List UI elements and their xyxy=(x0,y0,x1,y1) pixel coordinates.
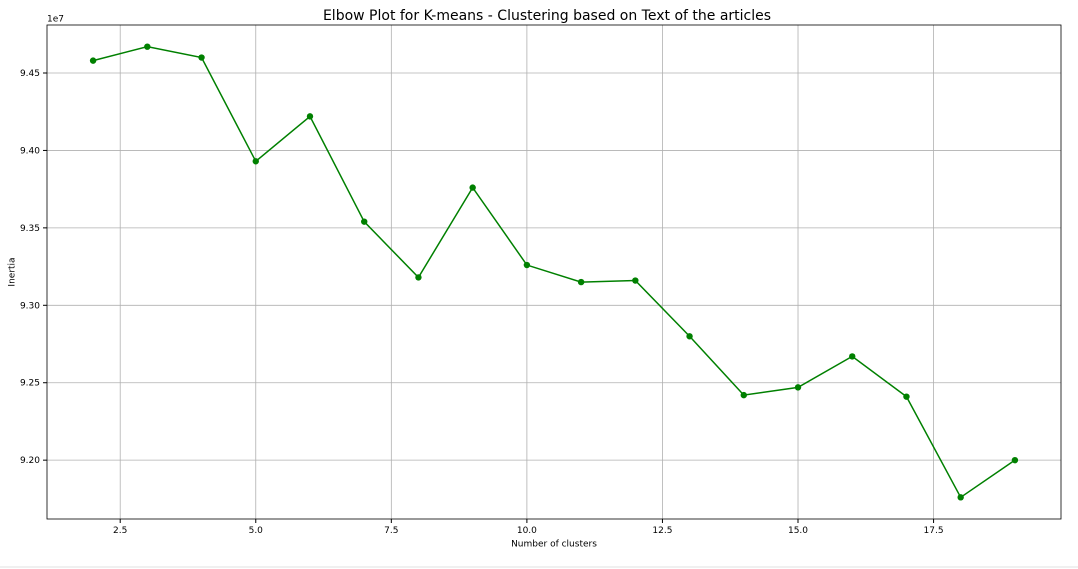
point xyxy=(740,391,747,399)
x-tick-label: 12.5 xyxy=(652,526,672,536)
y-tick-label: 9.40 xyxy=(20,146,40,156)
point xyxy=(469,184,476,191)
point xyxy=(1011,456,1019,464)
point xyxy=(523,261,531,269)
x-tick-label: 15.0 xyxy=(788,526,808,536)
point xyxy=(957,494,964,501)
chart-title: Elbow Plot for K-means - Clustering base… xyxy=(323,8,771,24)
x-tick-label: 2.5 xyxy=(113,526,127,536)
y-tick-label: 9.20 xyxy=(20,456,40,466)
point xyxy=(252,158,259,165)
x-tick-label: 5.0 xyxy=(249,526,264,536)
y-tick-label: 9.45 xyxy=(20,69,40,79)
y-tick-label: 9.35 xyxy=(20,224,40,234)
y-tick-label: 9.30 xyxy=(20,301,40,311)
point xyxy=(903,393,910,400)
point xyxy=(89,57,97,64)
point xyxy=(144,43,151,50)
point xyxy=(686,333,693,340)
point xyxy=(198,54,205,61)
point xyxy=(415,274,422,281)
point xyxy=(361,218,368,225)
point xyxy=(306,113,314,120)
point xyxy=(794,384,802,391)
plot-frame xyxy=(46,24,1062,520)
point xyxy=(632,277,639,284)
x-tick-label: 10.0 xyxy=(517,526,537,536)
series-line xyxy=(92,45,1016,499)
y-axis-label: Inertia xyxy=(8,257,18,286)
x-tick-label: 7.5 xyxy=(384,526,398,536)
point xyxy=(577,278,585,286)
x-tick-label: 17.5 xyxy=(924,526,944,536)
y-offset-label: 1e7 xyxy=(47,15,64,25)
x-axis-label: Number of clusters xyxy=(511,540,597,550)
point xyxy=(849,353,856,360)
y-tick-label: 9.25 xyxy=(20,379,40,389)
